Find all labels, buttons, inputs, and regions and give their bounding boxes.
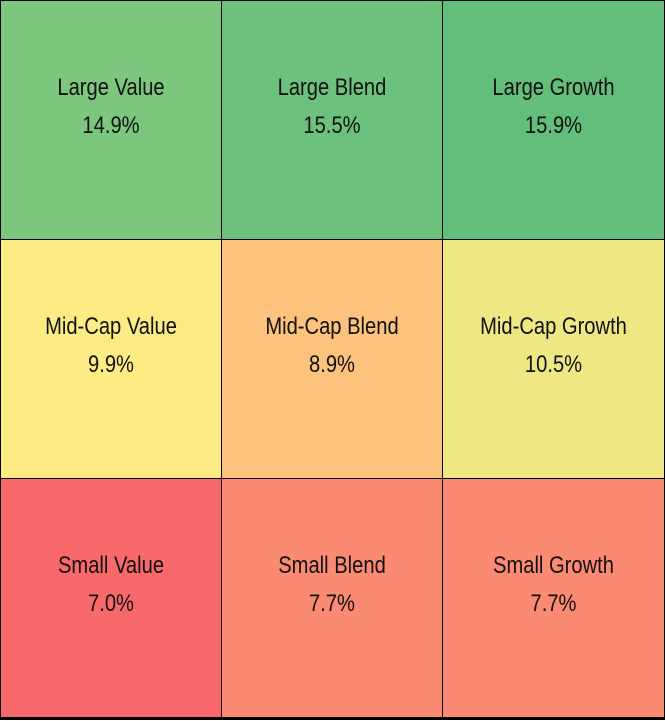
heatmap-cell-mid-cap-growth: Mid-Cap Growth 10.5%	[443, 240, 664, 478]
cell-value: 7.0%	[88, 590, 134, 617]
cell-value: 9.9%	[88, 351, 134, 378]
cell-label: Mid-Cap Value	[45, 313, 177, 340]
cell-label: Large Blend	[277, 74, 387, 101]
heatmap-cell-large-growth: Large Growth 15.9%	[443, 1, 664, 239]
cell-value: 7.7%	[309, 590, 355, 617]
cell-label: Large Growth	[492, 74, 615, 101]
cell-label: Small Value	[57, 552, 165, 579]
cell-value: 14.9%	[82, 112, 140, 139]
heatmap-cell-small-growth: Small Growth 7.7%	[443, 479, 664, 717]
cell-label: Mid-Cap Blend	[265, 313, 399, 340]
heatmap-cell-mid-cap-blend: Mid-Cap Blend 8.9%	[222, 240, 442, 478]
cell-value: 7.7%	[530, 590, 577, 617]
cell-label: Small Blend	[278, 552, 386, 579]
cell-value: 15.9%	[524, 112, 583, 139]
cell-value: 10.5%	[524, 351, 583, 378]
cell-label: Mid-Cap Growth	[480, 313, 627, 340]
cell-label: Large Value	[57, 74, 165, 101]
cell-label: Small Growth	[492, 552, 614, 579]
heatmap-cell-mid-cap-value: Mid-Cap Value 9.9%	[1, 240, 221, 478]
heatmap-cell-small-blend: Small Blend 7.7%	[222, 479, 442, 717]
heatmap-cell-large-value: Large Value 14.9%	[1, 1, 221, 239]
cell-value: 15.5%	[303, 112, 361, 139]
heatmap-cell-small-value: Small Value 7.0%	[1, 479, 221, 717]
cell-value: 8.9%	[309, 351, 355, 378]
heatmap-cell-large-blend: Large Blend 15.5%	[222, 1, 442, 239]
